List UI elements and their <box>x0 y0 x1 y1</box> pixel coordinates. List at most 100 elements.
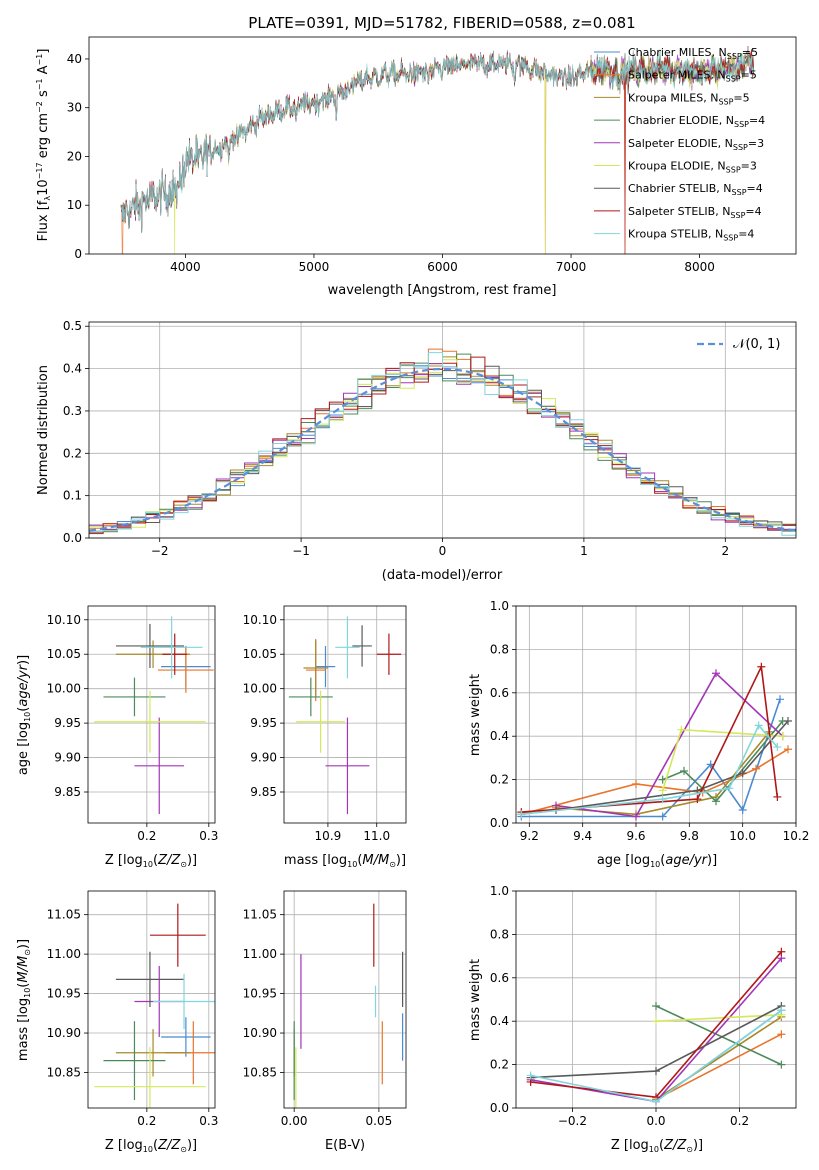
x-tick-label: 0.3 <box>199 829 218 843</box>
y-tick-label: 10.90 <box>47 1026 81 1040</box>
y-tick-label: 10.85 <box>243 1065 277 1079</box>
weight-marker <box>693 795 702 804</box>
legend-label: Chabrier ELODIE, NSSP=4 <box>628 114 765 129</box>
plot-area-1 <box>89 348 796 536</box>
y-tick-label: 10.05 <box>47 647 81 661</box>
x-tick-label: −0.2 <box>558 1114 587 1128</box>
weight-series-3 <box>655 1005 782 1066</box>
legend-label: Salpeter STELIB, NSSP=4 <box>628 205 762 220</box>
y-tick-label: 10.95 <box>243 987 277 1001</box>
x-tick-label: 9.8 <box>680 829 699 843</box>
weight-marker <box>712 669 720 678</box>
x-tick-label: 10.2 <box>783 829 810 843</box>
legend-label: Kroupa STELIB, NSSP=4 <box>628 228 754 243</box>
chart-title: PLATE=0391, MJD=51782, FIBERID=0588, z=0… <box>248 14 635 32</box>
weight-marker <box>777 1006 786 1015</box>
weight-marker <box>652 1067 660 1076</box>
y-tick-label: 9.90 <box>54 751 81 765</box>
weight-marker <box>725 784 734 793</box>
y-tick-label: 10.05 <box>243 647 277 661</box>
y-tick-label: 0.6 <box>490 971 509 985</box>
x-tick-label: 9.4 <box>573 829 592 843</box>
y-tick-label: 0.4 <box>490 729 509 743</box>
y-tick-label: 0.0 <box>490 1101 509 1115</box>
y-axis-label: mass [log10(M/M⊙)] <box>16 939 32 1061</box>
plot-area-4 <box>517 662 792 821</box>
x-tick-label: 5000 <box>299 260 330 274</box>
x-tick-label: 9.6 <box>626 829 645 843</box>
weight-marker <box>652 1017 660 1026</box>
weight-marker <box>712 797 720 806</box>
weight-marker <box>776 695 784 704</box>
weight-marker <box>752 764 760 773</box>
y-tick-label: 0 <box>74 247 82 261</box>
weight-marker <box>777 947 786 956</box>
weight-marker <box>757 662 766 671</box>
weight-marker <box>526 1071 535 1080</box>
legend-label: 𝒩(0, 1) <box>733 337 780 352</box>
weight-marker <box>677 725 686 734</box>
y-tick-label: 0.6 <box>490 686 509 700</box>
weight-marker <box>658 795 667 804</box>
normal-reference-curve <box>89 367 796 532</box>
weight-marker <box>517 810 526 819</box>
legend-label: Salpeter ELODIE, NSSP=3 <box>628 137 764 152</box>
y-tick-label: 10 <box>67 198 82 212</box>
weight-marker <box>738 769 747 778</box>
x-tick-label: 0.05 <box>366 1114 393 1128</box>
y-tick-label: 10.00 <box>47 682 81 696</box>
x-tick-label: 6000 <box>427 260 458 274</box>
axes-frame-2 <box>87 605 216 824</box>
weight-marker <box>754 721 763 730</box>
spectrum-series-8 <box>120 47 754 232</box>
y-axis-label: mass weight <box>468 674 483 756</box>
y-axis-label: mass weight <box>468 959 483 1041</box>
y-tick-label: 0.2 <box>490 773 509 787</box>
y-tick-label: 11.00 <box>47 947 81 961</box>
axes-frame-4 <box>515 605 797 824</box>
y-tick-label: 10.90 <box>243 1026 277 1040</box>
weight-marker <box>784 717 792 726</box>
weight-marker <box>773 792 782 801</box>
y-tick-label: 20 <box>67 149 82 163</box>
plot-area-5 <box>94 903 215 1108</box>
y-tick-label: 9.85 <box>250 785 277 799</box>
y-tick-label: 40 <box>67 52 82 66</box>
weight-series-3 <box>662 720 784 803</box>
weight-series-1 <box>655 1033 782 1101</box>
y-tick-label: 30 <box>67 101 82 115</box>
y-tick-label: 1.0 <box>490 884 509 898</box>
y-tick-label: 0.0 <box>490 816 509 830</box>
y-axis-label: Normed distribution <box>36 365 51 495</box>
y-tick-label: 10.00 <box>243 682 277 696</box>
axes-2 <box>88 606 215 823</box>
x-tick-label: 9.2 <box>520 829 539 843</box>
weight-series-5 <box>655 1013 782 1022</box>
y-tick-label: 1.0 <box>490 599 509 613</box>
axes-frame-3 <box>283 605 407 824</box>
y-tick-label: 0.8 <box>490 642 509 656</box>
weight-marker <box>777 1060 786 1069</box>
x-tick-label: 0.0 <box>646 1114 665 1128</box>
x-tick-label: 10.9 <box>315 829 342 843</box>
plot-area-7 <box>526 947 786 1106</box>
axes-frame-6 <box>283 890 407 1109</box>
y-tick-label: 11.05 <box>47 908 81 922</box>
x-tick-label: 2 <box>721 544 729 558</box>
y-tick-label: 11.05 <box>243 908 277 922</box>
weight-series-0 <box>521 699 781 818</box>
weight-marker <box>652 1002 660 1011</box>
weight-marker <box>632 779 640 788</box>
x-tick-label: 11.0 <box>363 829 390 843</box>
x-axis-label: wavelength [Angstrom, rest frame] <box>328 283 557 298</box>
x-axis-label: age [log10(age/yr)] <box>597 853 717 869</box>
y-tick-label: 0.4 <box>490 1014 509 1028</box>
y-tick-label: 9.95 <box>250 716 277 730</box>
x-tick-label: 0.2 <box>137 829 156 843</box>
y-tick-label: 0.4 <box>63 362 82 376</box>
y-tick-label: 0.1 <box>63 489 82 503</box>
y-tick-label: 9.85 <box>54 785 81 799</box>
weight-marker <box>680 766 688 775</box>
y-tick-label: 10.95 <box>47 987 81 1001</box>
weight-series-7 <box>521 664 779 813</box>
